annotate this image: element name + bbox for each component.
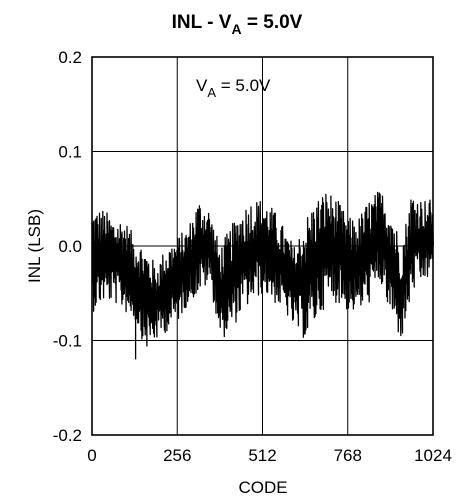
x-axis-label: CODE (238, 478, 287, 497)
x-tick-label: 0 (87, 446, 96, 465)
y-tick-label: 0.0 (58, 237, 82, 256)
y-tick-label: -0.2 (53, 426, 82, 445)
chart-title: INL - VA = 5.0V (172, 12, 303, 37)
va-annotation: VA = 5.0V (196, 76, 271, 100)
plot-frame (91, 56, 434, 436)
y-tick-label: 0.1 (58, 143, 82, 162)
tick-labels: 0 256 512 768 1024 0.2 0.1 0.0 -0.1 -0.2 (53, 48, 452, 465)
x-tick-label: 256 (163, 446, 191, 465)
inl-series-line (91, 191, 434, 360)
y-axis-label: INL (LSB) (25, 209, 44, 283)
y-tick-label: -0.1 (53, 332, 82, 351)
x-tick-label: 768 (334, 446, 362, 465)
y-tick-label: 0.2 (58, 48, 82, 67)
x-tick-label: 512 (248, 446, 276, 465)
x-tick-label: 1024 (414, 446, 452, 465)
